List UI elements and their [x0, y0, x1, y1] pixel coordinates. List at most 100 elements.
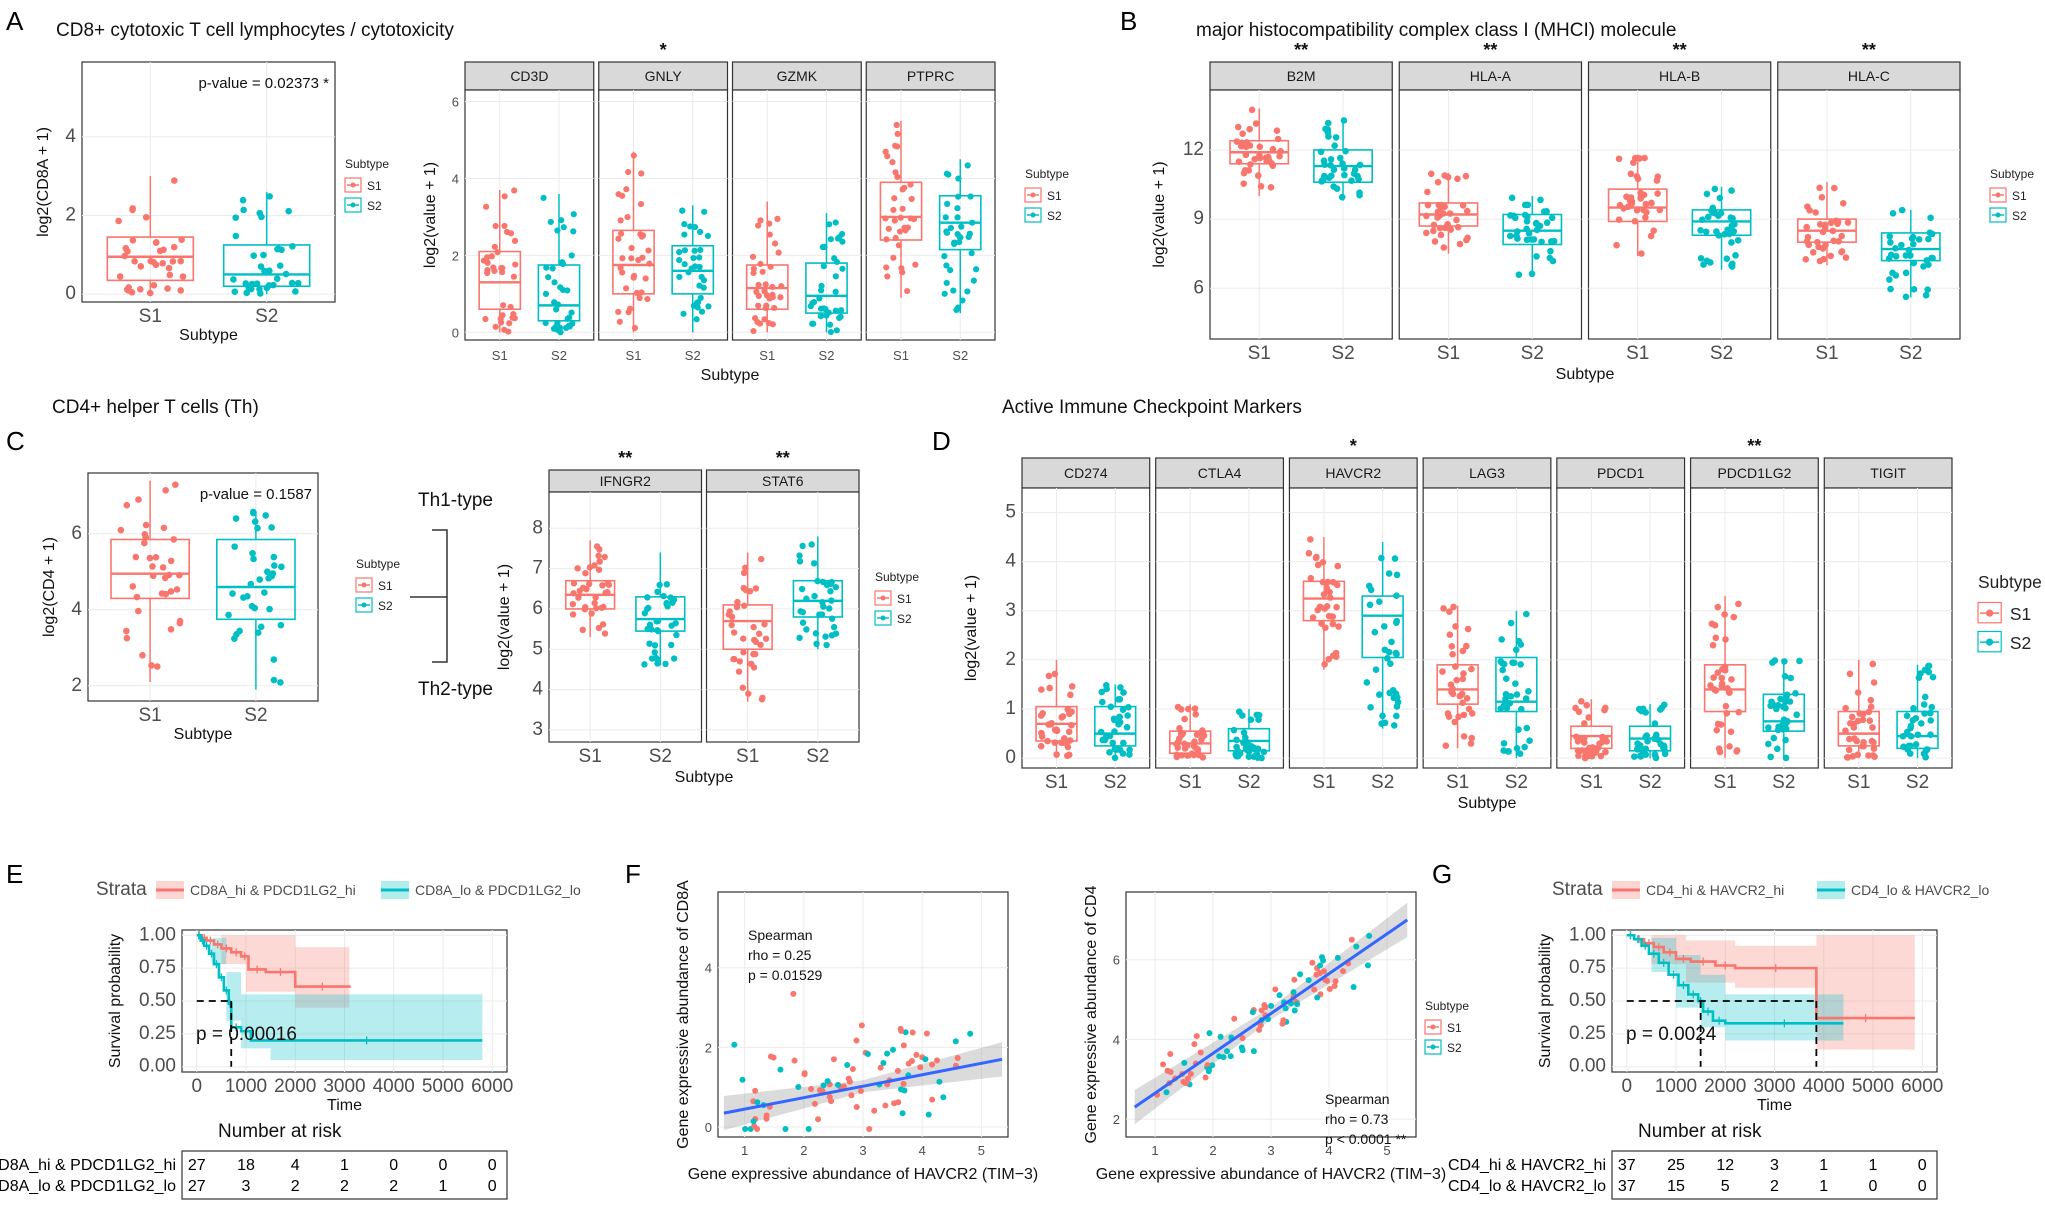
- data-point: [954, 205, 961, 212]
- data-point: [1317, 962, 1324, 969]
- data-point: [1912, 714, 1920, 722]
- y-tick-label: 5: [1005, 502, 1016, 523]
- data-point: [615, 191, 622, 198]
- y-tick-label: 8: [532, 517, 543, 538]
- boxplot-c1: 2 4 6 S1 S2 p-value = 0.1587 Subtype log2(CD4 +…: [41, 472, 319, 743]
- x-tick-label: 5: [1383, 1143, 1390, 1158]
- data-point: [1765, 740, 1772, 748]
- data-point: [1517, 661, 1524, 668]
- data-point: [663, 581, 671, 588]
- data-point: [1311, 986, 1318, 993]
- data-point: [1341, 171, 1348, 179]
- data-point: [866, 1126, 873, 1133]
- data-point: [616, 318, 623, 325]
- data-point: [1187, 1071, 1194, 1078]
- facet-hla-a: HLA-A ** S1 S2: [1398, 40, 1583, 364]
- data-point: [795, 1083, 802, 1090]
- data-point: [588, 610, 595, 617]
- data-point: [1843, 754, 1851, 761]
- x-tick-label: 1000: [225, 1076, 267, 1097]
- x-tick-label: 6000: [471, 1076, 513, 1097]
- data-point: [1174, 744, 1182, 751]
- data-point: [1765, 724, 1772, 731]
- data-point: [1869, 724, 1876, 731]
- data-point: [883, 264, 890, 271]
- data-point: [750, 623, 757, 631]
- subtype-legend: Subtype S1 S2: [1989, 167, 2034, 223]
- y-axis-label: log2(value + 1): [963, 575, 980, 681]
- data-point: [569, 611, 577, 618]
- box-s2: [1361, 595, 1404, 659]
- data-point: [739, 684, 747, 691]
- data-point: [1505, 748, 1512, 755]
- data-point: [741, 602, 748, 609]
- y-tick-label: 0.75: [139, 957, 176, 978]
- strata-label-2: CD4_lo & HAVCR2_lo: [1851, 882, 1989, 898]
- risk-count: 12: [1716, 1157, 1734, 1174]
- facet-pdcd1: PDCD1 S1 S2: [1556, 457, 1686, 793]
- x-tick-label: S2: [1906, 772, 1929, 793]
- risk-count: 4: [291, 1157, 300, 1174]
- data-point: [1734, 237, 1742, 244]
- data-point: [1809, 249, 1817, 256]
- subtype-legend: Subtype S1 S2: [344, 157, 389, 213]
- data-point: [889, 159, 896, 166]
- plot-frame: [81, 61, 336, 303]
- data-point: [734, 598, 741, 606]
- data-point: [799, 609, 807, 616]
- y-tick-label: 4: [65, 126, 76, 147]
- data-point: [545, 274, 552, 281]
- data-point: [890, 206, 897, 214]
- data-point: [1709, 641, 1717, 649]
- data-point: [953, 306, 960, 314]
- risk-table-frame: [1611, 1150, 1938, 1200]
- data-point: [1602, 748, 1609, 756]
- x-tick-label: 4: [1325, 1143, 1332, 1158]
- data-point: [568, 309, 575, 316]
- data-point: [129, 583, 137, 590]
- facet-strip-label: HLA-C: [1848, 68, 1890, 84]
- data-point: [268, 524, 275, 531]
- data-point: [637, 231, 644, 238]
- data-point: [1869, 660, 1877, 668]
- data-point: [1728, 676, 1735, 683]
- legend-label-s2: S2: [1447, 1041, 1462, 1055]
- x-axis-label: Subtype: [675, 769, 734, 786]
- data-point: [901, 224, 908, 231]
- data-point: [1393, 693, 1401, 701]
- data-point: [1350, 170, 1358, 177]
- data-point: [1915, 236, 1923, 243]
- data-point: [1454, 175, 1461, 183]
- data-point: [700, 284, 707, 291]
- box-s1: [1436, 664, 1479, 705]
- data-point: [834, 1081, 841, 1088]
- x-tick-label: 6000: [1901, 1076, 1943, 1097]
- data-point: [761, 316, 768, 323]
- legend-label-s1: S1: [2012, 189, 2027, 203]
- x-tick-label: S2: [551, 348, 567, 363]
- data-point: [1350, 984, 1357, 991]
- data-point: [645, 247, 652, 254]
- data-point: [826, 221, 833, 228]
- data-point: [696, 263, 703, 271]
- data-point: [954, 214, 961, 221]
- data-point: [817, 313, 824, 320]
- data-point: [276, 262, 284, 270]
- data-point: [646, 621, 654, 628]
- data-point: [1523, 236, 1531, 244]
- data-point: [1464, 625, 1472, 633]
- significance-mark: **: [776, 448, 790, 468]
- data-point: [251, 604, 258, 612]
- data-point: [1816, 184, 1823, 192]
- data-point: [1279, 1020, 1286, 1027]
- data-point: [1793, 711, 1800, 719]
- data-point: [1451, 718, 1459, 726]
- data-point: [574, 565, 581, 572]
- data-point: [771, 240, 779, 247]
- data-point: [240, 594, 247, 601]
- data-point: [262, 512, 270, 519]
- data-point: [179, 273, 187, 280]
- data-point: [1334, 954, 1341, 961]
- y-tick-label: 0.50: [1569, 990, 1606, 1011]
- data-point: [1046, 684, 1053, 692]
